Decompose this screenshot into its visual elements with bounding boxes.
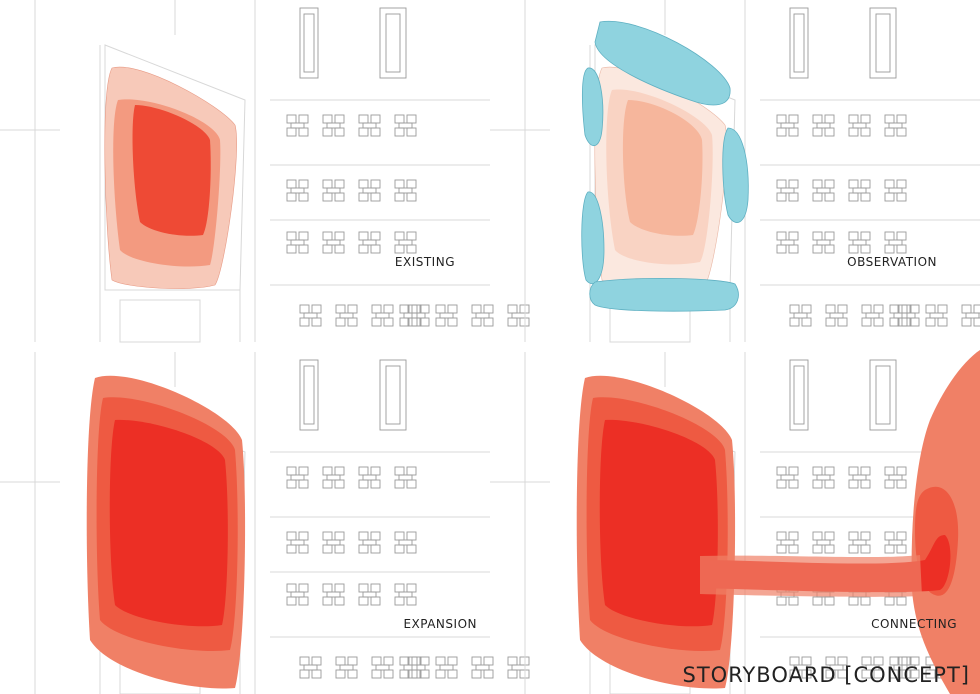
panel-label: OBSERVATION bbox=[847, 255, 937, 269]
page-title: STORYBOARD [CONCEPT] bbox=[683, 663, 970, 687]
observation-zones bbox=[581, 20, 749, 312]
panel-label: EXPANSION bbox=[403, 617, 477, 631]
panel-observation: OBSERVATION bbox=[490, 0, 980, 342]
panel-label: CONNECTING bbox=[871, 617, 957, 631]
panel-connecting: CONNECTING bbox=[490, 350, 980, 694]
panel-label: EXISTING bbox=[395, 255, 455, 269]
zone-inner bbox=[132, 105, 211, 236]
panel-expansion: EXPANSION bbox=[0, 352, 529, 694]
panel-existing: EXISTING bbox=[0, 0, 529, 342]
